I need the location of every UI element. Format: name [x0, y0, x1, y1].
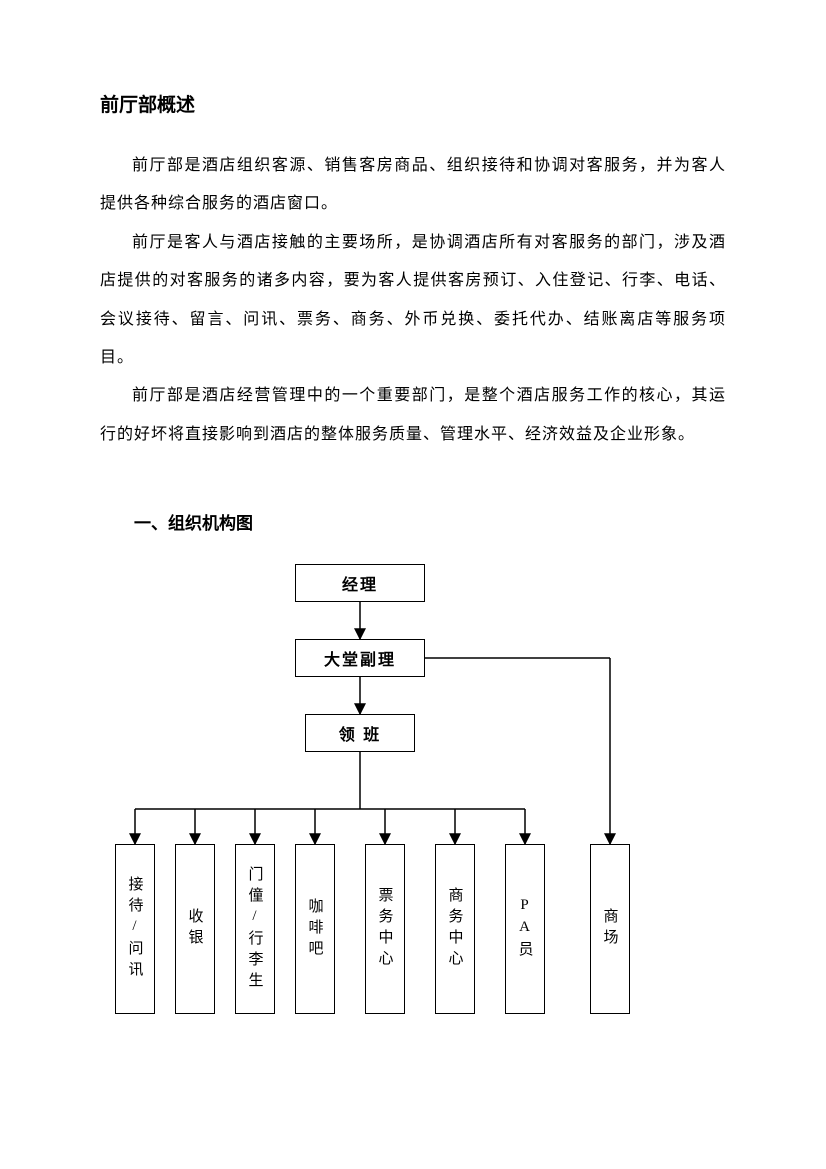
org-chart: 经理大堂副理领 班接待/问讯收银门僮/行李生咖啡吧票务中心商务中心PA员商场	[110, 564, 730, 1044]
page-title: 前厅部概述	[100, 90, 726, 117]
paragraph-3: 前厅部是酒店经营管理中的一个重要部门，是整个酒店服务工作的核心，其运行的好坏将直…	[100, 377, 726, 454]
org-chart-lines	[110, 564, 730, 1044]
paragraph-1: 前厅部是酒店组织客源、销售客房商品、组织接待和协调对客服务，并为客人提供各种综合…	[100, 147, 726, 224]
paragraph-2: 前厅是客人与酒店接触的主要场所，是协调酒店所有对客服务的部门，涉及酒店提供的对客…	[100, 224, 726, 378]
section-heading: 一、组织机构图	[100, 509, 726, 534]
